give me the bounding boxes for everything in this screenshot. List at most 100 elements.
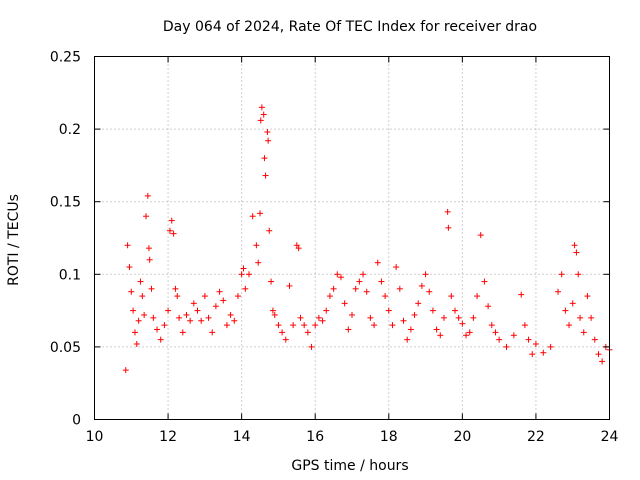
data-point xyxy=(588,314,595,321)
data-point xyxy=(378,278,385,285)
data-point xyxy=(562,307,569,314)
data-point xyxy=(240,265,247,272)
x-tick-label: 12 xyxy=(159,429,177,445)
data-point xyxy=(238,271,245,278)
y-tick-label: 0.05 xyxy=(50,340,81,356)
data-point xyxy=(271,311,278,318)
data-point xyxy=(415,300,422,307)
data-point xyxy=(341,300,348,307)
chart-title: Day 064 of 2024, Rate Of TEC Index for r… xyxy=(163,19,537,35)
data-point xyxy=(477,232,484,239)
data-point xyxy=(137,278,144,285)
data-point xyxy=(326,293,333,300)
data-point xyxy=(148,285,155,292)
data-points xyxy=(122,104,613,374)
data-point xyxy=(227,311,234,318)
data-point xyxy=(258,104,265,111)
data-point xyxy=(246,271,252,278)
data-point xyxy=(356,278,363,285)
data-point xyxy=(172,285,179,292)
data-point xyxy=(374,259,381,266)
x-tick-label: 16 xyxy=(306,429,324,445)
data-point xyxy=(571,242,578,249)
data-point xyxy=(265,137,272,144)
y-axis-label: ROTI / TECUs xyxy=(6,194,22,286)
data-point xyxy=(194,307,201,314)
data-point xyxy=(266,227,273,234)
data-point xyxy=(198,317,205,324)
data-point xyxy=(407,326,414,333)
data-point xyxy=(352,285,359,292)
data-point xyxy=(249,213,256,220)
y-tick-label: 0 xyxy=(72,413,81,429)
data-point xyxy=(540,349,547,356)
data-point xyxy=(577,314,584,321)
data-point xyxy=(304,329,311,336)
data-point xyxy=(282,336,289,343)
y-tick-label: 0.2 xyxy=(59,122,81,138)
data-point xyxy=(599,358,606,365)
data-point xyxy=(496,336,503,343)
data-point xyxy=(418,282,425,289)
data-point xyxy=(532,340,539,347)
data-point xyxy=(269,307,276,314)
data-point xyxy=(176,314,183,321)
data-point xyxy=(319,317,326,324)
data-point xyxy=(591,336,598,343)
data-point xyxy=(268,278,275,285)
data-point xyxy=(429,307,436,314)
x-tick-label: 14 xyxy=(233,429,251,445)
data-point xyxy=(349,311,355,318)
data-point xyxy=(261,155,268,162)
grid-lines xyxy=(94,56,610,420)
data-point xyxy=(470,314,477,321)
x-tick-label: 18 xyxy=(380,429,398,445)
x-tick-label: 20 xyxy=(453,429,471,445)
data-point xyxy=(503,343,510,350)
data-point xyxy=(573,249,580,256)
data-point xyxy=(165,307,172,314)
data-point xyxy=(525,336,532,343)
data-point xyxy=(286,282,293,289)
data-point xyxy=(231,317,238,324)
data-point xyxy=(411,311,418,318)
data-point xyxy=(257,117,264,124)
data-point xyxy=(168,217,175,224)
data-point xyxy=(404,336,411,343)
data-point xyxy=(433,326,440,333)
data-point xyxy=(566,322,573,329)
data-point xyxy=(521,322,528,329)
data-point xyxy=(360,271,367,278)
y-tick-label: 0.15 xyxy=(50,195,81,211)
data-point xyxy=(264,129,271,136)
data-point xyxy=(584,293,591,300)
data-point xyxy=(295,245,302,252)
data-point xyxy=(183,311,190,318)
data-point xyxy=(308,343,315,350)
data-point xyxy=(216,288,223,295)
data-point xyxy=(122,367,129,374)
data-point xyxy=(575,271,582,278)
data-point xyxy=(580,329,587,336)
data-point xyxy=(569,300,576,307)
data-point xyxy=(529,351,536,358)
data-point xyxy=(290,322,297,329)
axis-ticks xyxy=(94,56,610,420)
data-point xyxy=(488,322,495,329)
data-point xyxy=(455,314,462,321)
data-point xyxy=(371,322,378,329)
data-point xyxy=(389,322,396,329)
data-point xyxy=(466,329,473,336)
data-point xyxy=(234,293,241,300)
data-point xyxy=(166,227,173,234)
x-tick-label: 22 xyxy=(527,429,545,445)
data-point xyxy=(262,172,269,179)
data-point xyxy=(330,285,337,292)
data-point xyxy=(337,274,344,281)
data-point xyxy=(393,264,400,271)
data-point xyxy=(595,351,602,358)
data-point xyxy=(209,329,216,336)
data-point xyxy=(492,329,499,336)
data-point xyxy=(174,293,181,300)
